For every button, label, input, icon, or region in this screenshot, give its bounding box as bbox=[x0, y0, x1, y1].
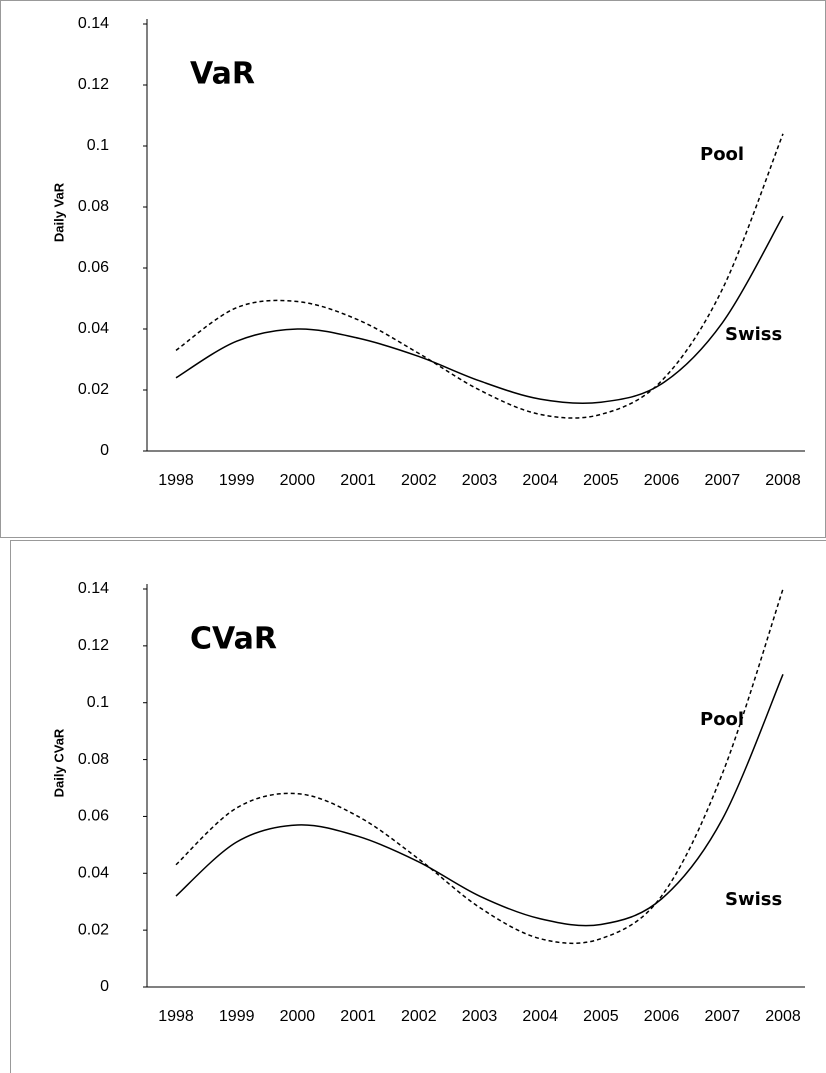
x-tick-label: 2004 bbox=[522, 1008, 558, 1025]
x-tick-label: 2003 bbox=[462, 472, 498, 489]
y-tick-label: 0.14 bbox=[78, 15, 109, 32]
chart-title: VaR bbox=[190, 57, 255, 92]
frame bbox=[10, 540, 826, 1073]
y-tick-label: 0.12 bbox=[78, 637, 109, 654]
y-tick-label: 0.1 bbox=[87, 137, 109, 154]
x-tick-label: 2001 bbox=[340, 1008, 376, 1025]
series-label: Swiss bbox=[725, 889, 782, 910]
x-tick-label: 2007 bbox=[705, 1008, 741, 1025]
x-tick-label: 2005 bbox=[583, 1008, 619, 1025]
y-tick-label: 0.08 bbox=[78, 198, 109, 215]
x-tick-label: 2008 bbox=[765, 1008, 801, 1025]
x-tick-label: 2000 bbox=[280, 472, 316, 489]
x-tick-label: 2004 bbox=[522, 472, 558, 489]
x-tick-label: 2002 bbox=[401, 472, 437, 489]
y-axis-label: Daily VaR bbox=[51, 182, 66, 242]
series-line bbox=[175, 673, 784, 927]
y-tick-label: 0 bbox=[100, 442, 109, 459]
y-tick-label: 0.04 bbox=[78, 320, 109, 337]
frame bbox=[0, 0, 826, 538]
series-line bbox=[175, 133, 784, 419]
y-tick-label: 0.1 bbox=[87, 694, 109, 711]
x-tick-label: 2006 bbox=[644, 1008, 680, 1025]
x-tick-label: 2008 bbox=[765, 472, 801, 489]
x-tick-label: 2007 bbox=[705, 472, 741, 489]
series-line bbox=[175, 215, 784, 405]
x-tick-label: 1999 bbox=[219, 472, 255, 489]
x-tick-label: 1998 bbox=[158, 472, 194, 489]
y-tick-label: 0 bbox=[100, 978, 109, 995]
x-tick-label: 2005 bbox=[583, 472, 619, 489]
x-tick-label: 2001 bbox=[340, 472, 376, 489]
y-tick-label: 0.06 bbox=[78, 259, 109, 276]
chart-title: CVaR bbox=[190, 622, 277, 657]
y-tick-label: 0.14 bbox=[78, 580, 109, 597]
y-tick-label: 0.08 bbox=[78, 751, 109, 768]
x-tick-label: 2002 bbox=[401, 1008, 437, 1025]
y-axis-label: Daily CVaR bbox=[51, 728, 66, 797]
y-tick-label: 0.12 bbox=[78, 76, 109, 93]
y-tick-label: 0.06 bbox=[78, 808, 109, 825]
series-label: Pool bbox=[700, 709, 744, 730]
x-tick-label: 2000 bbox=[280, 1008, 316, 1025]
series-line bbox=[175, 588, 784, 945]
x-tick-label: 2003 bbox=[462, 1008, 498, 1025]
x-tick-label: 2006 bbox=[644, 472, 680, 489]
series-label: Pool bbox=[700, 144, 744, 165]
series-label: Swiss bbox=[725, 324, 782, 345]
y-tick-label: 0.02 bbox=[78, 921, 109, 938]
x-tick-label: 1999 bbox=[219, 1008, 255, 1025]
y-tick-label: 0.04 bbox=[78, 865, 109, 882]
x-tick-label: 1998 bbox=[158, 1008, 194, 1025]
y-tick-label: 0.02 bbox=[78, 381, 109, 398]
